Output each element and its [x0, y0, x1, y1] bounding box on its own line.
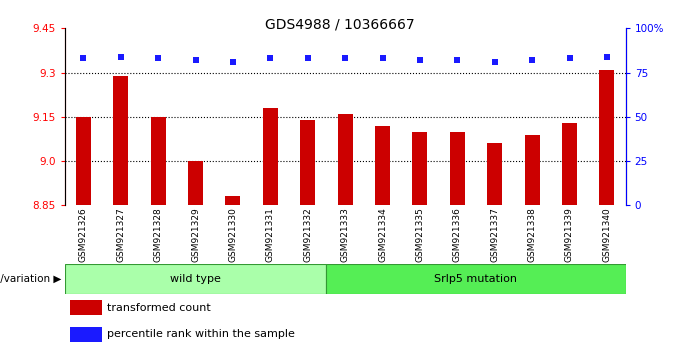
- Text: GSM921340: GSM921340: [602, 207, 611, 262]
- Text: GSM921339: GSM921339: [565, 207, 574, 262]
- Bar: [70, 300, 102, 315]
- Point: [339, 56, 350, 61]
- Text: GSM921330: GSM921330: [228, 207, 237, 262]
- Point: [190, 57, 201, 63]
- Point: [489, 59, 500, 65]
- Point: [377, 56, 388, 61]
- Bar: [300, 120, 315, 205]
- Bar: [188, 161, 203, 205]
- Text: percentile rank within the sample: percentile rank within the sample: [107, 329, 294, 339]
- Text: wild type: wild type: [170, 274, 221, 284]
- Bar: [599, 70, 614, 205]
- Bar: [375, 126, 390, 205]
- Point: [526, 57, 537, 63]
- Point: [227, 59, 238, 65]
- Text: GSM921327: GSM921327: [116, 207, 125, 262]
- Text: GSM921335: GSM921335: [415, 207, 424, 262]
- Bar: [262, 108, 277, 205]
- Text: GSM921329: GSM921329: [191, 207, 200, 262]
- Bar: [113, 75, 128, 205]
- Bar: [449, 132, 465, 205]
- Point: [564, 56, 575, 61]
- Text: GSM921331: GSM921331: [266, 207, 275, 262]
- Bar: [150, 117, 165, 205]
- Point: [115, 54, 126, 59]
- Bar: [75, 117, 90, 205]
- Text: GDS4988 / 10366667: GDS4988 / 10366667: [265, 18, 415, 32]
- Text: GSM921334: GSM921334: [378, 207, 387, 262]
- Text: genotype/variation ▶: genotype/variation ▶: [0, 274, 61, 284]
- Point: [414, 57, 425, 63]
- Text: GSM921338: GSM921338: [528, 207, 537, 262]
- Bar: [65, 264, 326, 294]
- Point: [601, 54, 612, 59]
- Text: GSM921326: GSM921326: [79, 207, 88, 262]
- Point: [78, 56, 88, 61]
- Point: [302, 56, 313, 61]
- Text: Srlp5 mutation: Srlp5 mutation: [435, 274, 517, 284]
- Text: GSM921328: GSM921328: [154, 207, 163, 262]
- Text: GSM921337: GSM921337: [490, 207, 499, 262]
- Point: [452, 57, 462, 63]
- Text: GSM921333: GSM921333: [341, 207, 350, 262]
- Bar: [326, 264, 626, 294]
- Point: [152, 56, 163, 61]
- Bar: [337, 114, 352, 205]
- Bar: [487, 143, 502, 205]
- Text: transformed count: transformed count: [107, 303, 210, 313]
- Text: GSM921336: GSM921336: [453, 207, 462, 262]
- Bar: [524, 135, 539, 205]
- Bar: [70, 327, 102, 342]
- Bar: [225, 196, 240, 205]
- Text: GSM921332: GSM921332: [303, 207, 312, 262]
- Point: [265, 56, 275, 61]
- Bar: [562, 123, 577, 205]
- Bar: [412, 132, 427, 205]
